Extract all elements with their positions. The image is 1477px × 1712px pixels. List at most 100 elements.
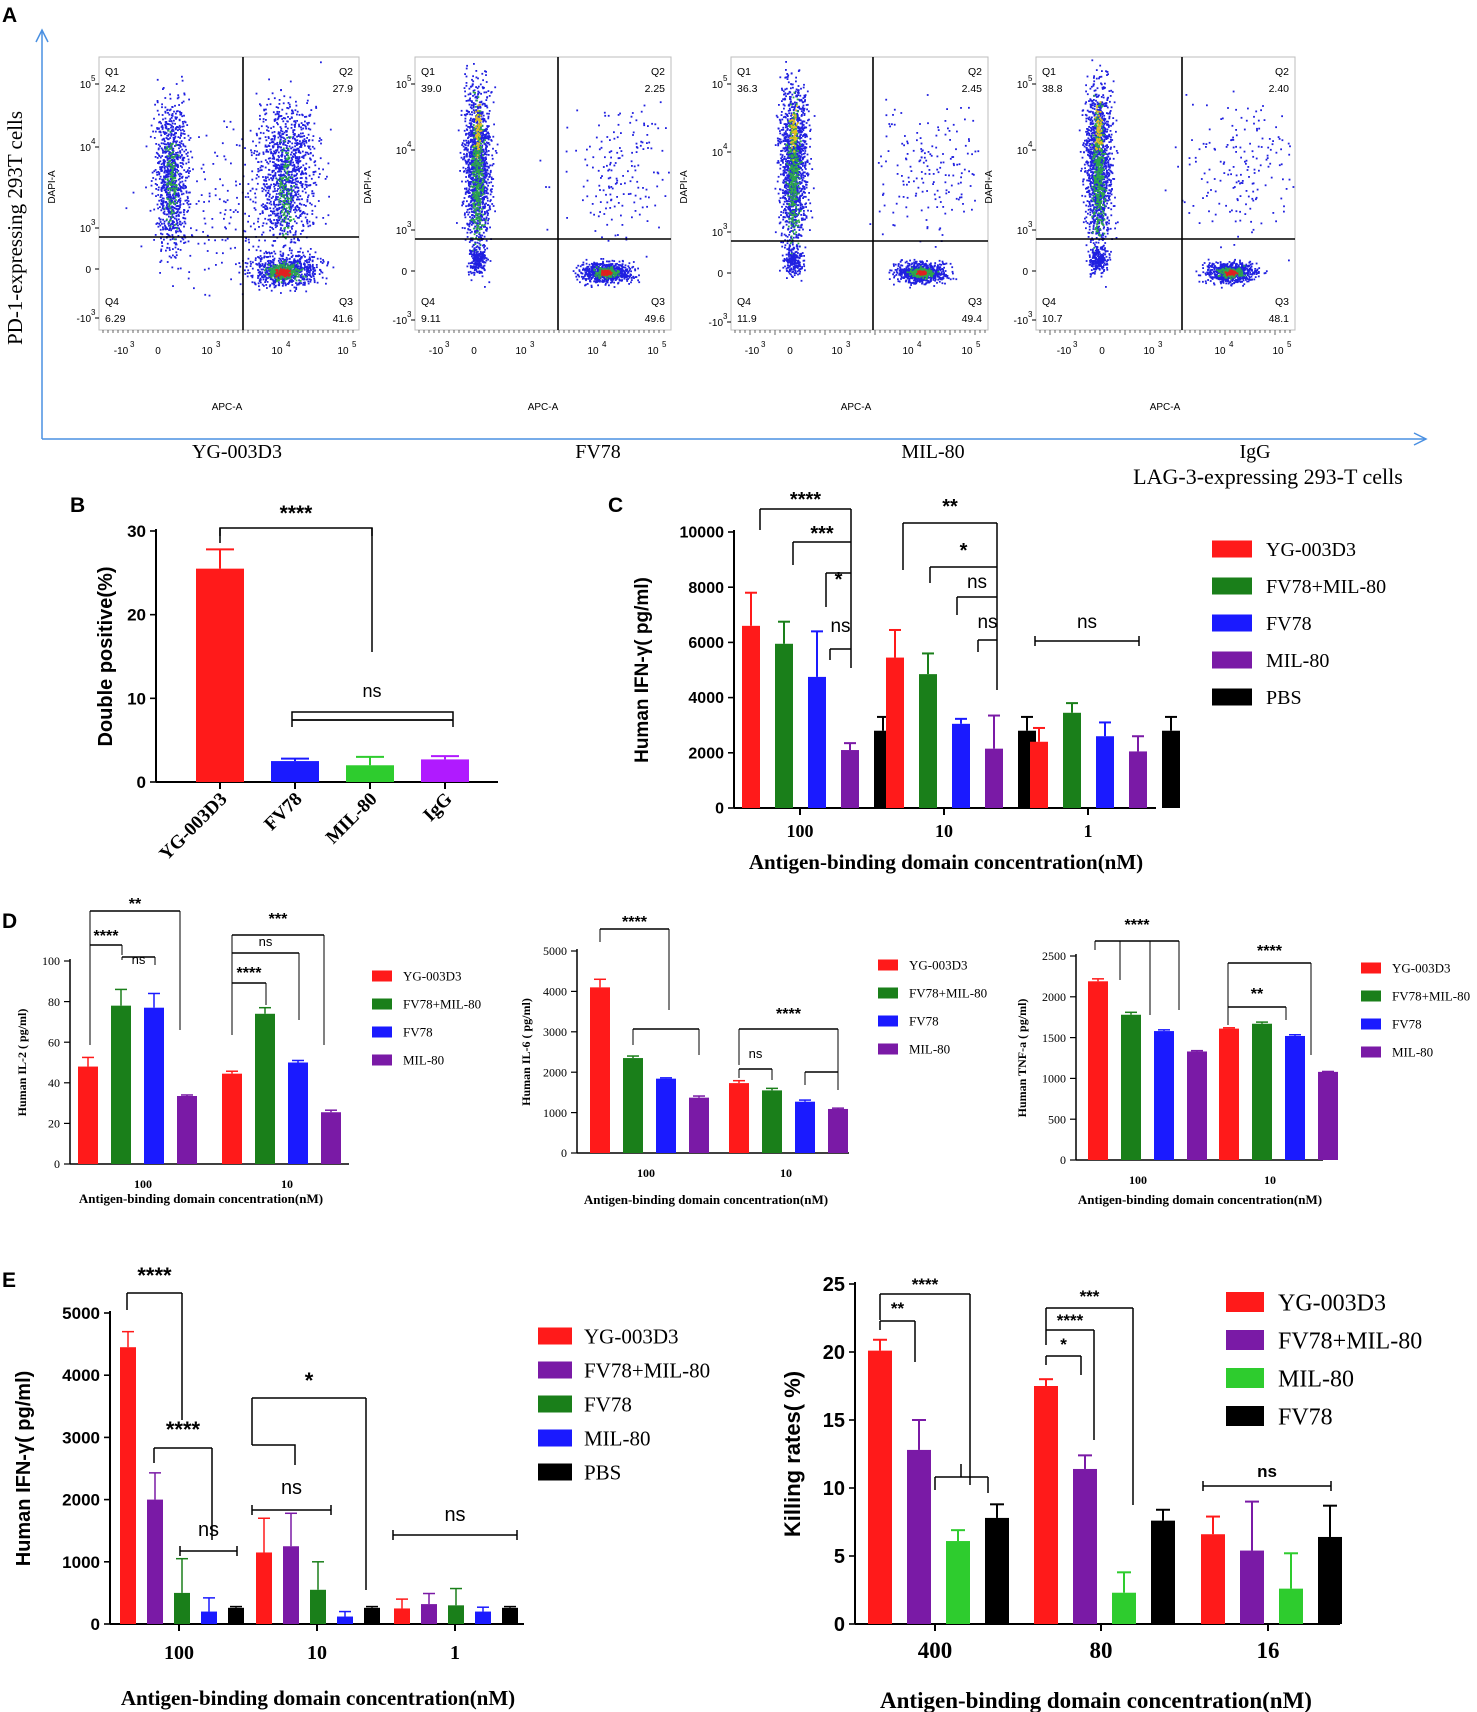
flow-event bbox=[269, 284, 272, 286]
flow-event bbox=[284, 260, 287, 263]
flow-event bbox=[182, 159, 185, 162]
flow-event bbox=[485, 145, 488, 148]
flow-event bbox=[281, 130, 284, 133]
flow-event bbox=[272, 125, 275, 128]
flow-event bbox=[272, 282, 275, 285]
flow-event bbox=[183, 92, 186, 95]
flow-event bbox=[187, 197, 189, 200]
flow-event bbox=[161, 114, 164, 116]
flow-event bbox=[253, 222, 255, 225]
flow-event bbox=[282, 246, 285, 249]
flow-event bbox=[290, 270, 292, 273]
flow-event bbox=[295, 254, 298, 257]
flow-event bbox=[263, 284, 265, 287]
flow-event bbox=[179, 155, 182, 158]
flow-event bbox=[255, 144, 257, 147]
flow-event bbox=[262, 203, 264, 206]
flow-event bbox=[273, 183, 275, 185]
flow-event bbox=[291, 137, 294, 140]
flow-event bbox=[181, 180, 184, 183]
flow-event bbox=[293, 181, 296, 184]
flow-event bbox=[173, 224, 175, 227]
flow-event bbox=[306, 265, 308, 268]
flow-event bbox=[268, 168, 270, 171]
flow-event bbox=[466, 265, 469, 268]
flow-event bbox=[486, 214, 489, 216]
flow-event bbox=[277, 170, 279, 173]
flow-event bbox=[469, 219, 472, 222]
flow-event bbox=[291, 276, 293, 278]
flow-event bbox=[296, 270, 299, 273]
flow-event bbox=[170, 114, 173, 117]
flow-event bbox=[296, 135, 298, 138]
flow-event bbox=[172, 173, 175, 176]
flow-event bbox=[472, 159, 475, 162]
flow-event bbox=[277, 182, 279, 185]
flow-event bbox=[279, 182, 281, 185]
flow-event bbox=[476, 131, 479, 133]
flow-event bbox=[278, 115, 281, 117]
flow-event bbox=[170, 216, 173, 218]
flow-event bbox=[300, 126, 302, 129]
flow-event bbox=[266, 251, 269, 254]
flow-event bbox=[288, 206, 290, 208]
flow-event bbox=[294, 170, 297, 173]
flow-event bbox=[491, 203, 494, 205]
flow-event bbox=[157, 148, 160, 151]
flow-event bbox=[283, 272, 285, 275]
flow-event bbox=[470, 146, 472, 149]
flow-event bbox=[296, 260, 299, 262]
flow-event bbox=[489, 193, 492, 196]
flow-event bbox=[164, 224, 166, 227]
flow-event bbox=[270, 277, 273, 280]
flow-event bbox=[475, 70, 478, 72]
flow-event bbox=[297, 275, 300, 278]
q2-label: Q2 bbox=[339, 66, 353, 78]
flow-event bbox=[282, 191, 285, 194]
flow-event bbox=[467, 160, 470, 163]
flow-event bbox=[287, 102, 290, 104]
flow-event bbox=[168, 171, 171, 173]
flow-event bbox=[289, 171, 291, 173]
flow-event bbox=[171, 266, 174, 269]
flow-event bbox=[275, 197, 277, 199]
flow-event bbox=[173, 242, 176, 244]
flow-event bbox=[474, 96, 477, 98]
flow-event bbox=[481, 159, 484, 162]
flow-event bbox=[262, 222, 265, 225]
flow-event bbox=[281, 194, 284, 196]
flow-event bbox=[223, 155, 226, 158]
flow-event bbox=[476, 202, 479, 205]
flow-event bbox=[290, 238, 293, 241]
flow-event bbox=[282, 214, 285, 217]
flow-event bbox=[484, 221, 487, 223]
flow-event bbox=[270, 264, 273, 267]
flow-event bbox=[289, 216, 292, 218]
flow-event bbox=[319, 137, 321, 140]
flow-event bbox=[177, 129, 179, 132]
flow-event bbox=[277, 167, 280, 170]
x-tick-label: 10 bbox=[271, 346, 283, 357]
flow-event bbox=[239, 265, 242, 268]
flow-event bbox=[301, 135, 304, 138]
flow-event bbox=[481, 210, 484, 213]
flow-event bbox=[177, 195, 180, 198]
flow-event bbox=[171, 148, 174, 151]
flow-event bbox=[293, 267, 296, 270]
flow-event bbox=[171, 173, 174, 175]
flow-event bbox=[172, 225, 175, 228]
flow-event bbox=[192, 168, 194, 171]
flow-event bbox=[172, 248, 174, 250]
flow-event bbox=[478, 91, 481, 94]
flow-event bbox=[479, 236, 482, 238]
flow-event bbox=[178, 199, 180, 202]
flow-event bbox=[470, 196, 473, 199]
flow-event bbox=[289, 96, 292, 99]
flow-event bbox=[493, 123, 495, 126]
flow-event bbox=[266, 150, 269, 153]
flow-event bbox=[462, 200, 465, 203]
flow-event bbox=[286, 267, 289, 269]
flow-event bbox=[495, 152, 498, 154]
flow-event bbox=[168, 144, 170, 146]
q1-label: Q1 bbox=[105, 66, 119, 78]
